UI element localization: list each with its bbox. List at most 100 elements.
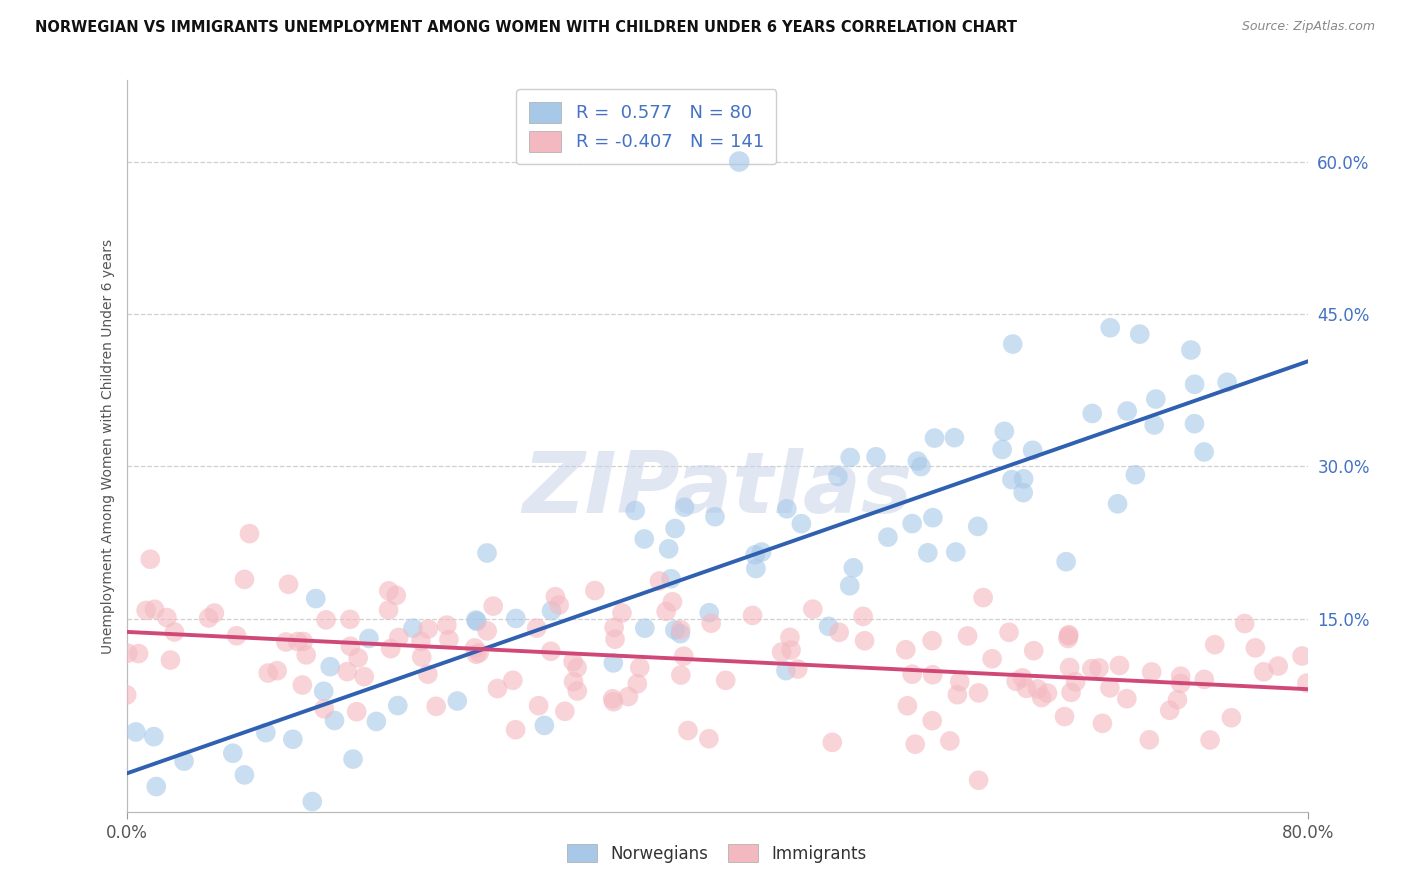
Point [380,641,402,656]
Point [409,634,432,648]
Point [972,591,994,605]
Point [527,698,550,713]
Point [659,572,682,586]
Point [482,599,505,614]
Point [1233,616,1256,631]
Point [775,664,797,678]
Point [378,583,401,598]
Point [562,655,585,669]
Point [943,431,966,445]
Point [1088,661,1111,675]
Point [779,631,801,645]
Point [998,625,1021,640]
Point [946,688,969,702]
Point [741,608,763,623]
Point [1012,472,1035,486]
Point [502,673,524,688]
Point [319,659,342,673]
Point [658,541,681,556]
Point [865,450,887,464]
Point [402,621,425,635]
Point [287,634,309,648]
Point [1192,445,1215,459]
Point [388,631,411,645]
Point [617,690,640,704]
Point [142,730,165,744]
Point [838,579,860,593]
Point [1059,660,1081,674]
Point [714,673,737,688]
Point [697,606,720,620]
Text: Source: ZipAtlas.com: Source: ZipAtlas.com [1241,20,1375,33]
Point [634,621,657,635]
Point [817,619,839,633]
Point [1244,640,1267,655]
Point [1053,709,1076,723]
Point [728,154,751,169]
Point [1107,497,1129,511]
Point [1199,733,1222,747]
Legend: Norwegians, Immigrants: Norwegians, Immigrants [561,838,873,869]
Point [921,714,943,728]
Point [1091,716,1114,731]
Point [1012,485,1035,500]
Point [385,588,408,602]
Point [197,611,219,625]
Point [387,698,409,713]
Point [336,665,359,679]
Point [956,629,979,643]
Point [314,702,336,716]
Point [697,731,720,746]
Point [603,620,626,634]
Point [540,604,562,618]
Point [744,548,766,562]
Point [922,510,945,524]
Point [353,670,375,684]
Point [801,602,824,616]
Point [544,590,567,604]
Point [145,780,167,794]
Point [346,705,368,719]
Point [159,653,181,667]
Point [274,635,297,649]
Point [143,602,166,616]
Point [921,633,943,648]
Point [233,768,256,782]
Point [896,698,918,713]
Point [533,718,555,732]
Point [266,664,288,678]
Point [673,500,696,515]
Point [894,642,917,657]
Point [790,516,813,531]
Point [1057,629,1080,643]
Point [842,561,865,575]
Point [626,677,648,691]
Point [676,723,699,738]
Point [917,546,939,560]
Point [465,647,488,661]
Point [828,625,851,640]
Point [548,598,571,612]
Point [315,613,337,627]
Point [291,678,314,692]
Point [505,723,527,737]
Point [876,530,898,544]
Point [1015,681,1038,696]
Point [225,629,247,643]
Point [222,746,245,760]
Point [1081,407,1104,421]
Point [981,652,1004,666]
Point [526,621,548,635]
Point [115,688,138,702]
Point [966,519,988,533]
Point [277,577,299,591]
Point [821,735,844,749]
Point [301,795,323,809]
Point [377,603,399,617]
Point [446,694,468,708]
Point [1026,681,1049,696]
Point [257,666,280,681]
Point [939,734,962,748]
Point [1005,674,1028,689]
Point [1204,638,1226,652]
